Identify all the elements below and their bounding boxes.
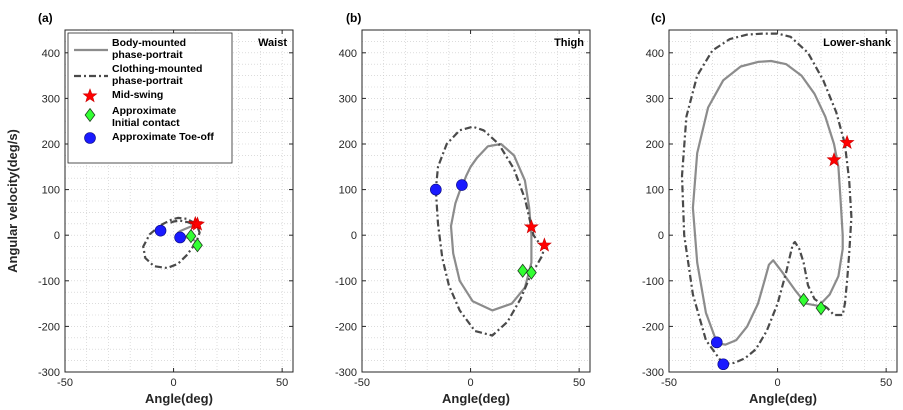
location-label: Waist	[258, 37, 287, 49]
y-tick-label: 300	[646, 93, 664, 105]
y-tick-label: 0	[658, 230, 664, 242]
mid-swing-marker	[189, 216, 205, 231]
mid-swing-legend-marker	[82, 88, 98, 103]
legend-label: Approximate	[112, 105, 176, 117]
x-tick-label: 50	[573, 377, 585, 389]
y-tick-label: 300	[339, 93, 357, 105]
y-tick-label: -200	[335, 321, 357, 333]
legend-box	[67, 32, 233, 164]
location-label: Thigh	[554, 37, 584, 49]
mid-swing-marker	[826, 152, 842, 167]
y-tick-label: 400	[42, 48, 60, 60]
y-tick-label: 100	[339, 185, 357, 197]
legend-label: Clothing-mounted	[112, 63, 202, 75]
legend-label: Body-mounted	[112, 37, 186, 49]
panel-label: (b)	[346, 11, 361, 25]
initial-contact-marker	[517, 263, 529, 278]
y-tick-label: -300	[642, 367, 664, 379]
legend-label: Initial contact	[112, 117, 180, 129]
y-tick-label: 300	[42, 93, 60, 105]
body-mounted-series	[449, 142, 533, 312]
x-axis-label: Angle(deg)	[442, 391, 510, 406]
y-tick-label: 400	[646, 48, 664, 60]
y-tick-label: -300	[335, 367, 357, 379]
y-tick-label: 200	[42, 139, 60, 151]
y-tick-label: 0	[351, 230, 357, 242]
body-mounted-series	[691, 59, 844, 346]
y-tick-label: -100	[38, 276, 60, 288]
initial-contact-marker	[815, 300, 827, 316]
initial-contact-marker	[185, 228, 197, 244]
y-tick-label: 100	[646, 185, 664, 197]
y-tick-label: 200	[339, 139, 357, 151]
clothing-mounted-series	[434, 125, 546, 337]
panel-2: -50 0 50 -300 -200 -100 0 100 200 300 400 Angle(deg…	[335, 11, 591, 406]
x-tick-label: -50	[661, 377, 677, 389]
axes-box	[668, 29, 898, 373]
legend-label: Mid-swing	[112, 89, 163, 101]
toe-off-marker	[456, 179, 468, 191]
mid-swing-marker	[536, 237, 552, 252]
legend-label: phase-portrait	[112, 75, 183, 87]
x-tick-label: 50	[880, 377, 892, 389]
toe-off-marker	[717, 358, 730, 371]
x-tick-label: 0	[171, 377, 177, 389]
initial-contact-legend-marker	[84, 107, 96, 123]
x-tick-label: -50	[57, 377, 73, 389]
initial-contact-marker	[525, 265, 537, 280]
panel-label: (a)	[38, 11, 53, 25]
x-tick-label: 0	[468, 377, 474, 389]
y-tick-label: 0	[54, 230, 60, 242]
axes-box	[64, 29, 294, 373]
y-tick-label: 200	[646, 139, 664, 151]
clothing-mounted-series	[680, 32, 853, 366]
toe-off-marker	[430, 183, 442, 196]
x-axis-label: Angle(deg)	[749, 391, 817, 406]
legend-label: phase-portrait	[112, 49, 183, 61]
y-axis-label: Angular velocity(deg/s)	[5, 129, 20, 273]
x-axis-label: Angle(deg)	[145, 391, 213, 406]
toe-off-legend-marker	[84, 132, 96, 144]
mid-swing-marker	[839, 134, 855, 150]
panel-3: -50 0 50 -300 -200 -100 0 100 200 300 400 Angle(deg…	[642, 11, 898, 406]
toe-off-marker	[174, 231, 186, 244]
y-tick-label: -200	[38, 321, 60, 333]
y-tick-label: -200	[642, 321, 664, 333]
x-tick-label: 0	[775, 377, 781, 389]
initial-contact-marker	[192, 238, 203, 253]
legend: Body-mountedphase-portraitClothing-mount…	[67, 32, 233, 164]
legend-label: Approximate Toe-off	[112, 131, 214, 143]
axes-box	[361, 29, 591, 373]
mid-swing-marker	[523, 219, 539, 234]
initial-contact-marker	[798, 292, 810, 308]
y-tick-label: -300	[38, 367, 60, 379]
x-tick-label: 50	[276, 377, 288, 389]
x-tick-label: -50	[354, 377, 370, 389]
toe-off-marker	[710, 336, 723, 349]
y-tick-label: 400	[339, 48, 357, 60]
y-tick-label: -100	[642, 276, 664, 288]
panel-label: (c)	[651, 11, 666, 25]
location-label: Lower-shank	[823, 37, 892, 49]
y-tick-label: -100	[335, 276, 357, 288]
toe-off-marker	[154, 224, 167, 237]
y-tick-label: 100	[42, 185, 60, 197]
